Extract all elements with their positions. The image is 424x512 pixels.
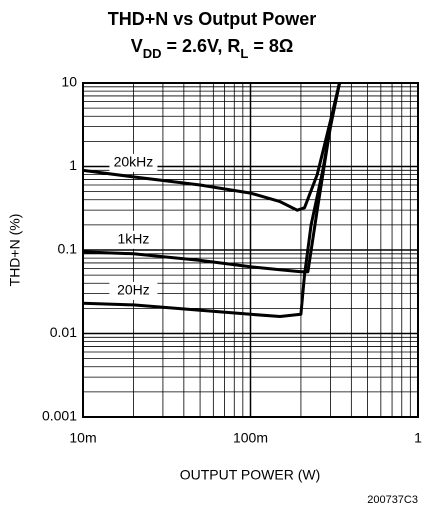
series-line	[83, 83, 341, 212]
subtitle-part: = 2.6V, R	[161, 36, 240, 56]
y-axis-label: THD+N (%)	[7, 214, 23, 287]
series-label-bg	[109, 153, 158, 172]
x-tick-label: 100m	[233, 430, 268, 446]
chart-title: THD+N vs Output Power	[108, 9, 317, 29]
x-tick-label: 10m	[69, 430, 96, 446]
subtitle-part: = 8Ω	[248, 36, 293, 56]
series-label: 20Hz	[117, 282, 150, 298]
subtitle-part: L	[240, 46, 248, 61]
y-tick-label: 10	[61, 74, 77, 90]
series-label-bg	[109, 230, 158, 249]
series-label-bg	[109, 281, 158, 300]
y-tick-label: 1	[69, 157, 77, 173]
series-line	[83, 83, 341, 318]
y-tick-label: 0.01	[50, 324, 77, 340]
subtitle-part: DD	[143, 46, 162, 61]
y-tick-label: 0.001	[42, 408, 77, 424]
series-label: 1kHz	[117, 231, 149, 247]
subtitle-part: V	[131, 36, 143, 56]
figure-id: 200737C3	[367, 494, 418, 506]
plot-frame	[82, 82, 419, 418]
x-axis-label: OUTPUT POWER (W)	[180, 467, 321, 483]
series-label: 20kHz	[114, 154, 154, 170]
chart-subtitle: VDD = 2.6V, RL = 8Ω	[131, 36, 294, 61]
x-tick-label: 1	[414, 430, 422, 446]
y-tick-label: 0.1	[58, 241, 78, 257]
